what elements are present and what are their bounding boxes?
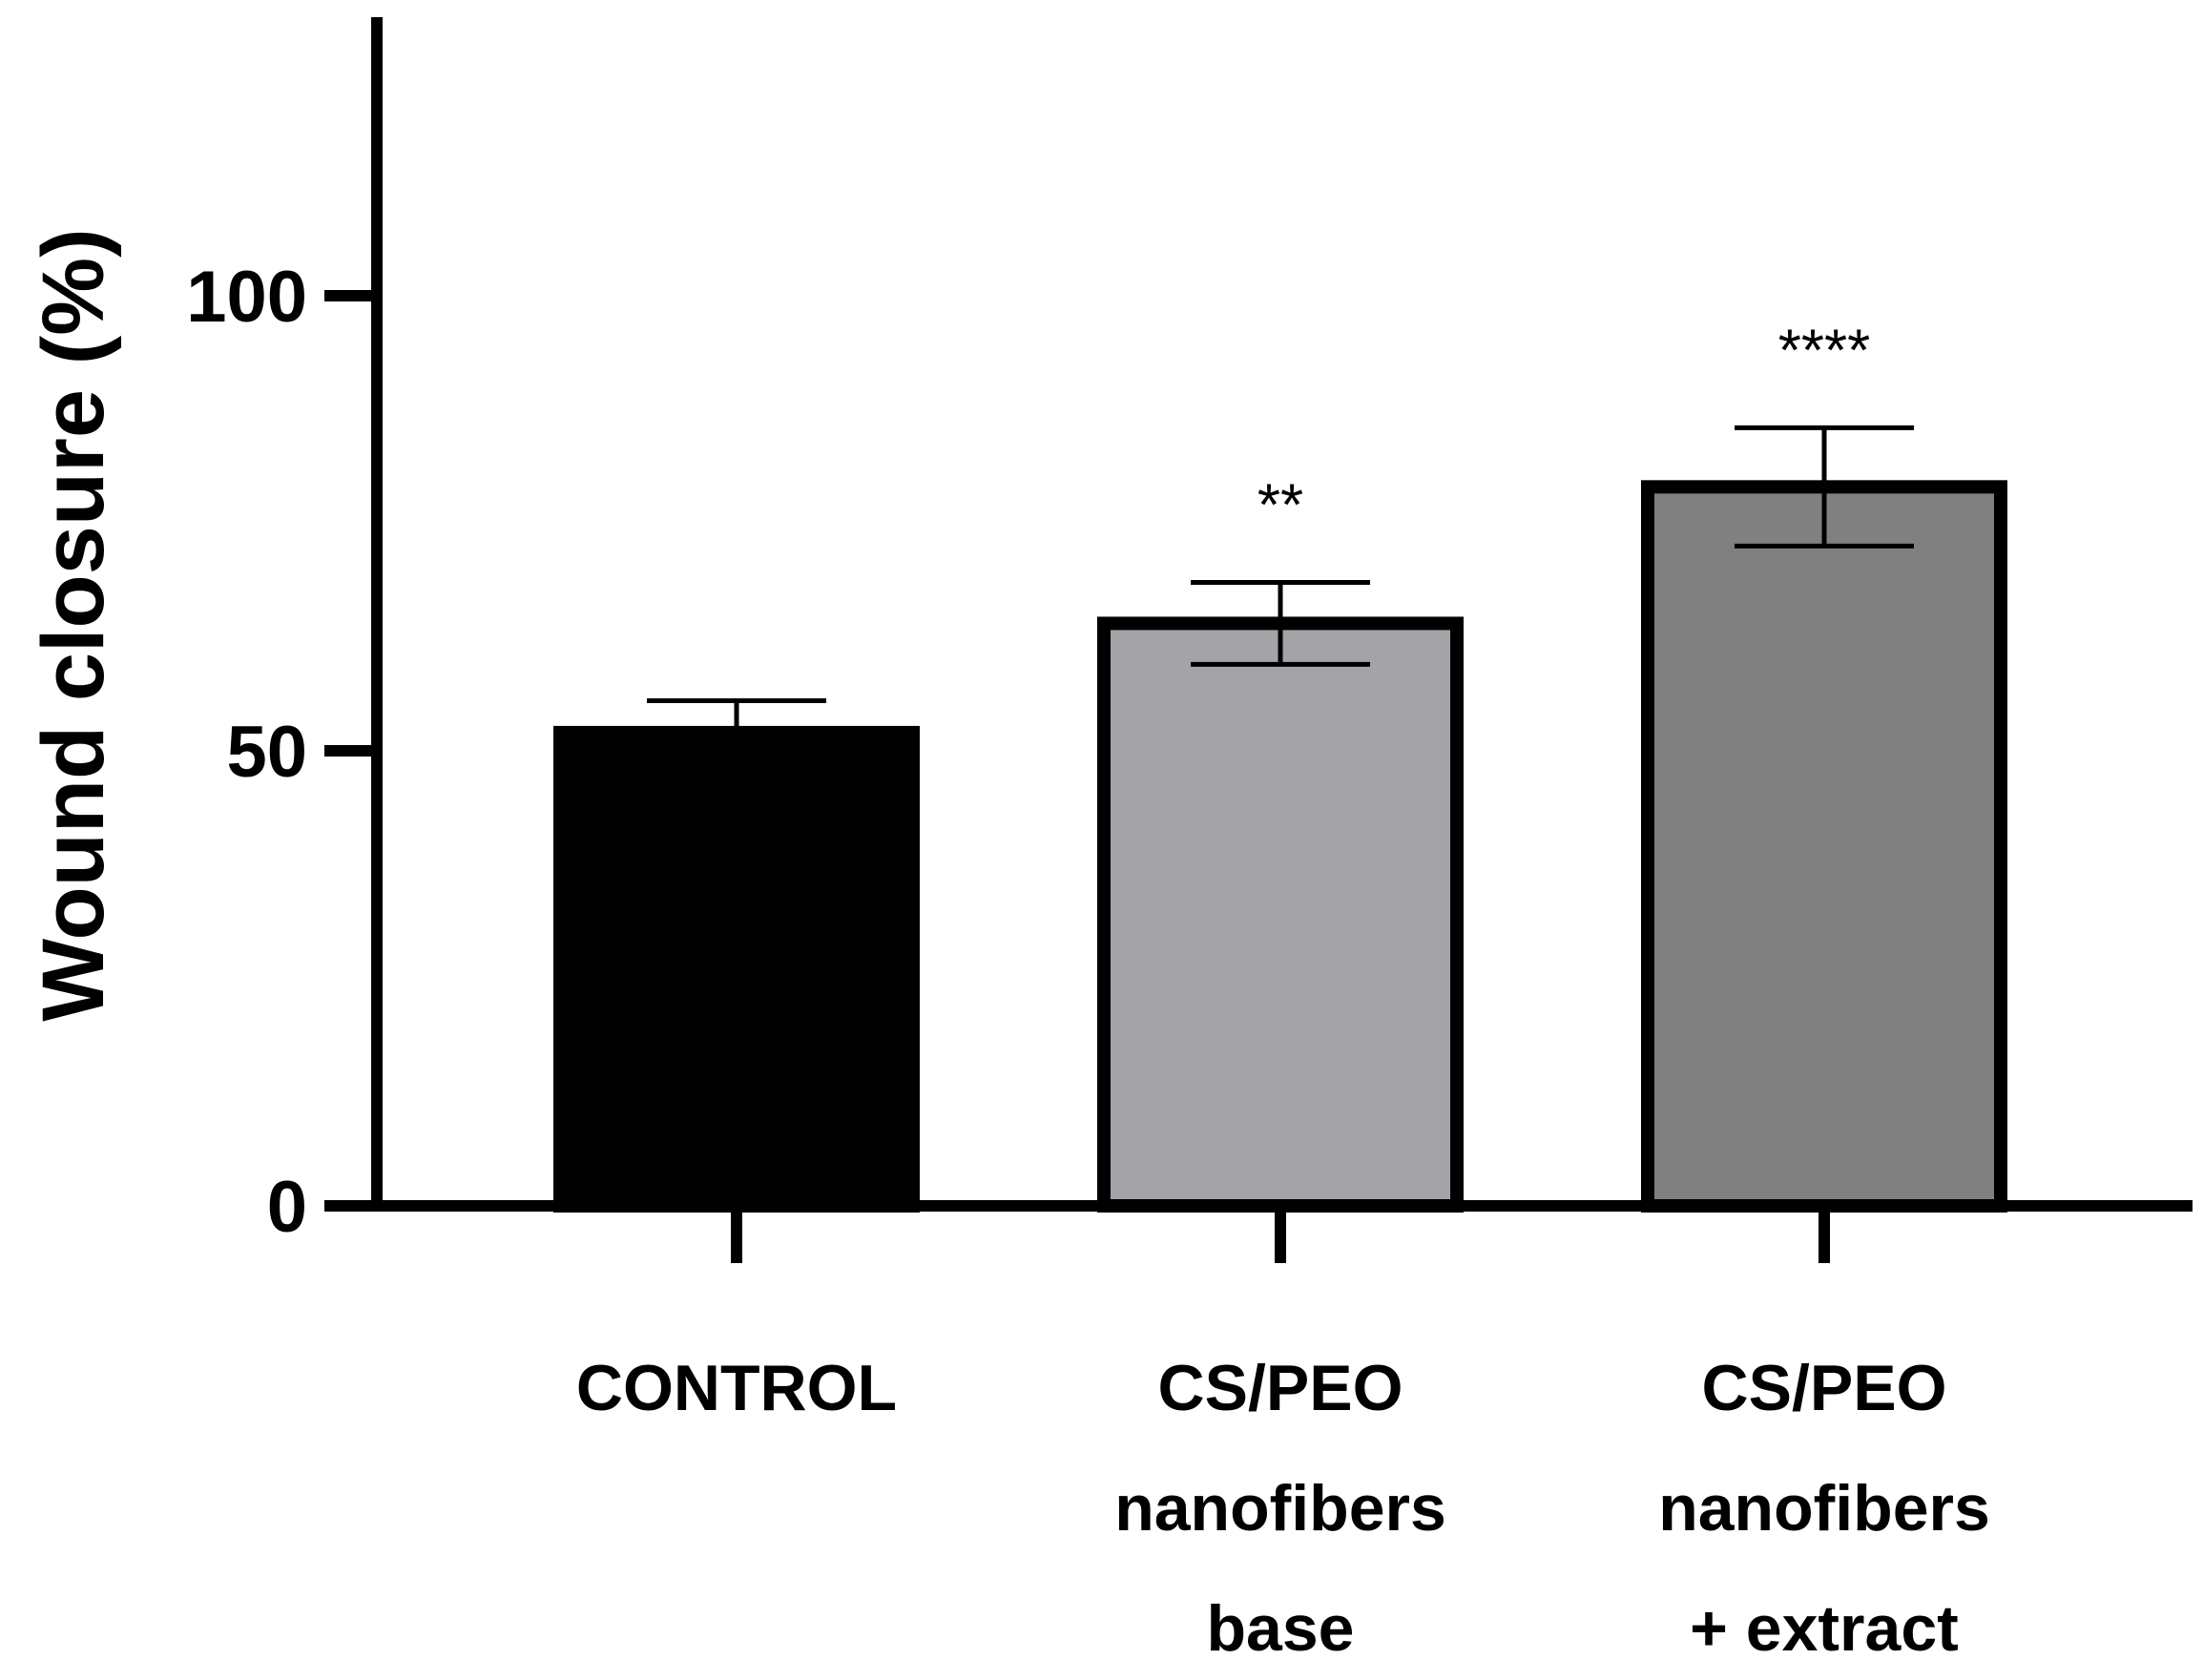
bar-2 xyxy=(1097,616,1464,1213)
error-bar-3 xyxy=(1735,425,1914,549)
category-label-line: + extract xyxy=(1690,1592,1959,1665)
y-tick-label-50: 50 xyxy=(226,712,307,793)
y-tick-label-0: 0 xyxy=(267,1167,307,1248)
category-label-line: CS/PEO xyxy=(1158,1352,1403,1424)
y-tick-label-100: 100 xyxy=(186,257,307,338)
x-axis-ticks xyxy=(731,1206,1830,1263)
significance-label-3: **** xyxy=(1778,318,1871,384)
error-bar-2 xyxy=(1191,580,1370,667)
error-bar-1 xyxy=(647,698,826,733)
bar-1 xyxy=(553,725,920,1213)
category-label-1: CONTROL xyxy=(576,1352,897,1424)
x-axis-category-labels: CONTROL CS/PEO nanofibers base CS/PEO nanofib… xyxy=(576,1352,1990,1665)
category-label-2: CS/PEO nanofibers base xyxy=(1114,1352,1446,1665)
y-axis-ticks: 0 50 100 xyxy=(186,257,377,1248)
bar-3 xyxy=(1641,480,2007,1213)
category-label-line: nanofibers xyxy=(1114,1472,1446,1545)
y-axis-title: Wound closure (%) xyxy=(25,228,122,1021)
category-label-3: CS/PEO nanofibers + extract xyxy=(1658,1352,1990,1665)
category-label-line: base xyxy=(1207,1592,1355,1665)
category-label-line: nanofibers xyxy=(1658,1472,1990,1545)
category-label-line: CS/PEO xyxy=(1702,1352,1947,1424)
category-label-line: CONTROL xyxy=(576,1352,897,1424)
significance-labels: ****** xyxy=(1257,318,1870,538)
error-bars-group xyxy=(647,425,1914,733)
significance-label-2: ** xyxy=(1257,473,1303,539)
